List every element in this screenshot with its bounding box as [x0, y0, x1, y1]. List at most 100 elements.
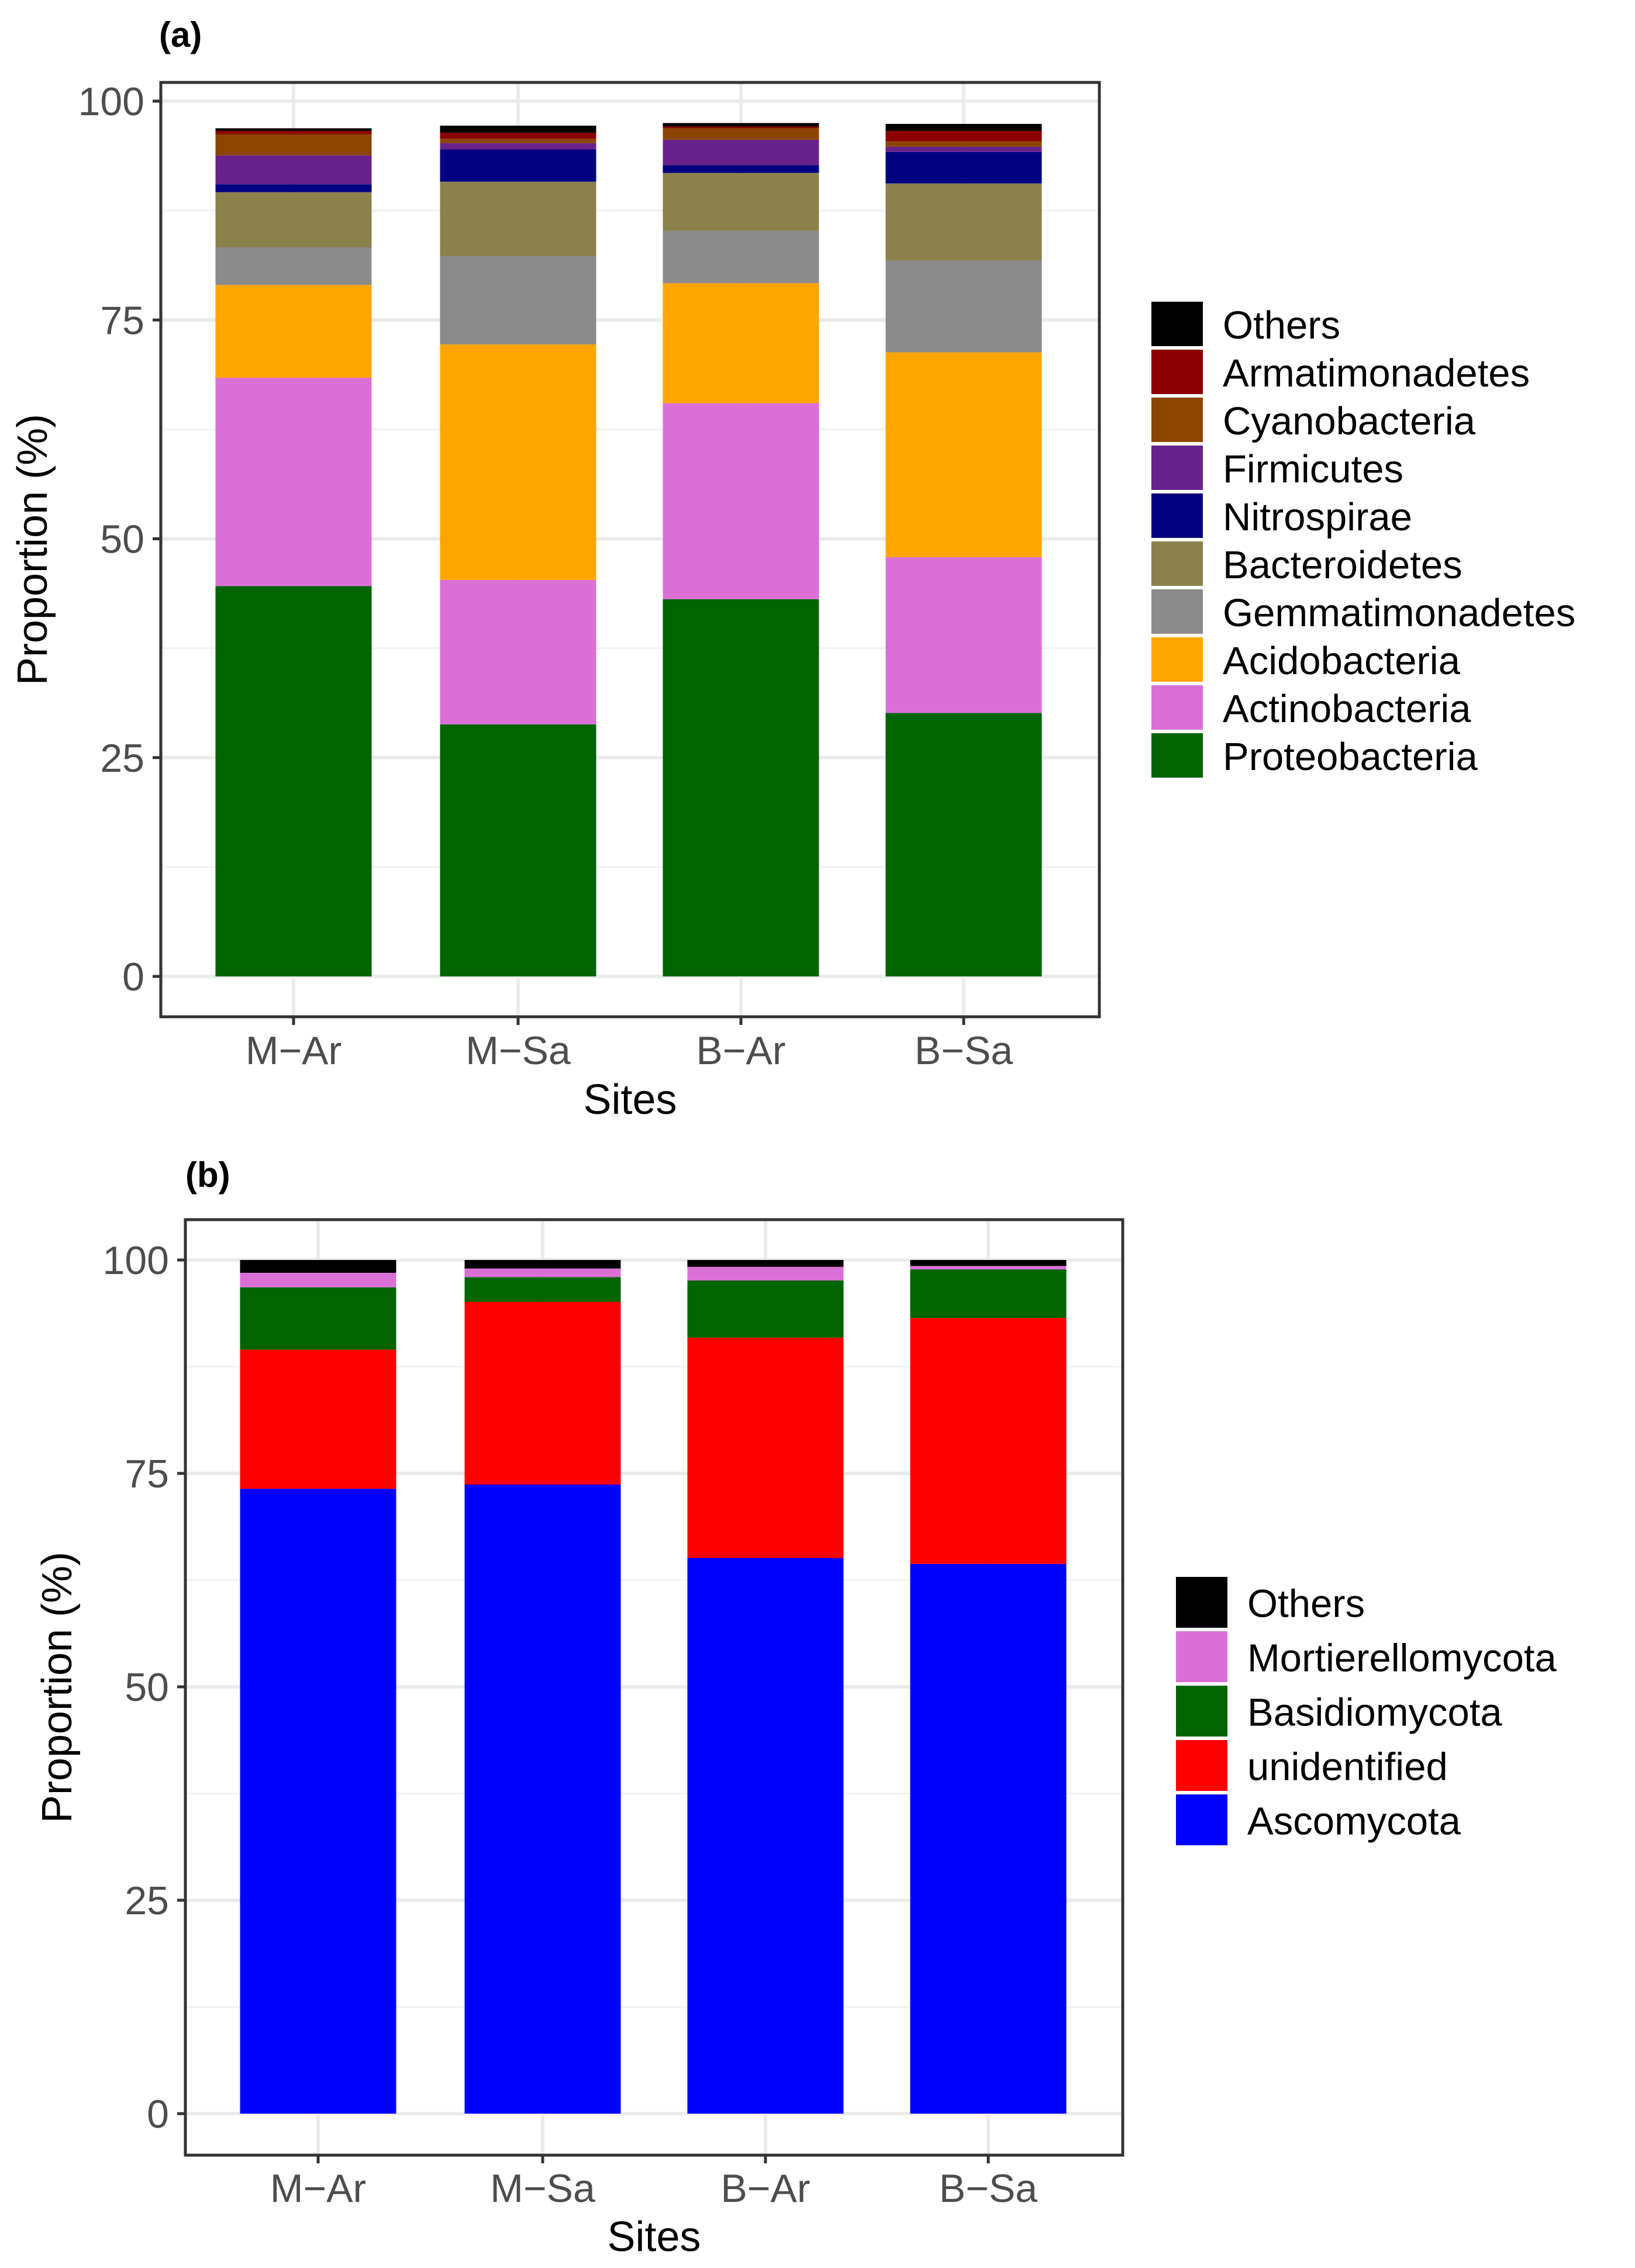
legend-label: Armatimonadetes	[1223, 351, 1530, 395]
bar-segment-gemmatimonadetes	[215, 247, 372, 285]
y-tick-label: 50	[100, 517, 144, 562]
bar-segment-ascomycota	[910, 1563, 1067, 2114]
bar-segment-ascomycota	[240, 1489, 396, 2114]
bar-segment-mortierellomycota	[240, 1272, 396, 1287]
bar-segment-cyanobacteria	[440, 139, 596, 143]
plot-border	[159, 81, 1101, 1019]
legend-key	[1176, 1740, 1227, 1791]
bar-segment-gemmatimonadetes	[663, 230, 819, 284]
bar-segment-bacteroidetes	[440, 181, 596, 256]
x-axis-title: Sites	[607, 2214, 701, 2260]
bar-segment-actinobacteria	[215, 378, 372, 586]
legend-label: Gemmatimonadetes	[1223, 591, 1575, 635]
chart-panel-a: 0 25 50 75 100 M−Ar M−Sa B−Ar B−Sa Sites Proportio…	[9, 15, 1575, 1123]
x-tick-label: M−Sa	[465, 1028, 571, 1073]
bar-segment-others	[240, 1260, 396, 1273]
y-tick-label: 75	[125, 1452, 169, 1496]
legend-item: Mortierellomycota	[1176, 1631, 1557, 1682]
bar-segment-nitrospirae	[440, 149, 596, 182]
bar-segment-others	[215, 128, 372, 131]
bar-segment-acidobacteria	[663, 283, 819, 403]
bar-segment-proteobacteria	[215, 586, 372, 976]
legend-label: Acidobacteria	[1223, 639, 1461, 683]
bar-segment-proteobacteria	[663, 599, 819, 976]
bar-segment-acidobacteria	[885, 352, 1042, 557]
legend-label: Proteobacteria	[1223, 735, 1478, 779]
legend-item: Actinobacteria	[1151, 685, 1471, 731]
legend-key	[1151, 733, 1203, 778]
bar-stack-1	[464, 1260, 621, 2114]
bar-segment-basidiomycota	[464, 1277, 621, 1302]
bar-segment-firmicutes	[440, 143, 596, 150]
legend-key	[1176, 1686, 1227, 1737]
bar-segment-basidiomycota	[910, 1269, 1067, 1318]
panel-label: (b)	[185, 1155, 230, 1195]
x-tick-label: B−Ar	[720, 2166, 810, 2211]
bar-segment-firmicutes	[215, 155, 372, 185]
legend: Others Mortierellomycota Basidiomycota unid…	[1176, 1577, 1557, 1845]
legend-label: Basidiomycota	[1247, 1691, 1502, 1735]
legend-key	[1176, 1794, 1227, 1845]
x-tick-label: B−Ar	[696, 1028, 785, 1073]
bar-segment-ascomycota	[464, 1484, 621, 2114]
bar-segment-mortierellomycota	[687, 1266, 844, 1281]
legend-label: Nitrospirae	[1223, 495, 1412, 539]
bar-segment-proteobacteria	[440, 724, 596, 976]
y-axis-title: Proportion (%)	[34, 1552, 81, 1823]
bar-segment-cyanobacteria	[663, 128, 819, 140]
bar-segment-nitrospirae	[885, 151, 1042, 184]
legend-key	[1151, 302, 1203, 346]
legend-item: Bacteroidetes	[1151, 541, 1462, 587]
bar-segment-actinobacteria	[663, 403, 819, 599]
bar-segment-gemmatimonadetes	[885, 260, 1042, 353]
legend-label: Others	[1247, 1582, 1365, 1626]
bar-segment-proteobacteria	[885, 713, 1042, 976]
legend-item: Nitrospirae	[1151, 493, 1412, 539]
bar-stack-1	[440, 125, 596, 976]
legend-label: Mortierellomycota	[1247, 1637, 1557, 1680]
x-tick-label: M−Ar	[270, 2166, 366, 2211]
y-tick-label: 0	[122, 955, 144, 999]
legend-key	[1151, 685, 1203, 730]
legend-key	[1151, 446, 1203, 490]
legend-label: Others	[1223, 303, 1340, 347]
x-tick-label: B−Sa	[939, 2166, 1037, 2211]
bar-segment-basidiomycota	[240, 1287, 396, 1350]
bar-segment-others	[885, 123, 1042, 131]
legend-label: Firmicutes	[1223, 447, 1403, 491]
legend-item: Firmicutes	[1151, 446, 1403, 491]
y-tick-label: 50	[125, 1665, 169, 1710]
legend-item: Armatimonadetes	[1151, 350, 1530, 395]
bar-segment-armatimonadetes	[885, 130, 1042, 141]
panel-label: (a)	[159, 15, 202, 54]
bar-stack-2	[663, 123, 819, 976]
bar-segment-acidobacteria	[215, 285, 372, 378]
y-tick-label: 100	[78, 80, 144, 124]
legend-label: Ascomycota	[1247, 1800, 1461, 1844]
bar-segment-bacteroidetes	[663, 172, 819, 231]
bar-stack-0	[215, 128, 372, 976]
y-tick-label: 25	[100, 736, 144, 781]
chart-panel-b: 0 25 50 75 100 M−Ar M−Sa B−Ar B−Sa Sites Proportio…	[34, 1155, 1557, 2260]
legend-item: Proteobacteria	[1151, 733, 1478, 779]
legend-item: unidentified	[1176, 1740, 1448, 1791]
legend-item: Others	[1151, 302, 1340, 347]
bar-segment-cyanobacteria	[885, 141, 1042, 147]
x-tick-label: M−Sa	[490, 2166, 595, 2211]
bar-segment-gemmatimonadetes	[440, 256, 596, 345]
bar-segment-bacteroidetes	[885, 183, 1042, 261]
bar-segment-firmicutes	[663, 139, 819, 165]
bar-segment-actinobacteria	[440, 579, 596, 724]
bar-segment-others	[910, 1260, 1067, 1266]
x-tick-label: M−Ar	[246, 1028, 342, 1073]
legend-item: Others	[1176, 1577, 1365, 1628]
legend-item: Basidiomycota	[1176, 1686, 1502, 1737]
legend-key	[1151, 541, 1203, 586]
legend-label: Actinobacteria	[1223, 687, 1471, 731]
bar-stack-2	[687, 1260, 844, 2114]
legend-item: Gemmatimonadetes	[1151, 589, 1575, 635]
bar-segment-ascomycota	[687, 1558, 844, 2114]
bar-segment-unidentified	[910, 1318, 1067, 1564]
bar-segment-unidentified	[240, 1349, 396, 1489]
